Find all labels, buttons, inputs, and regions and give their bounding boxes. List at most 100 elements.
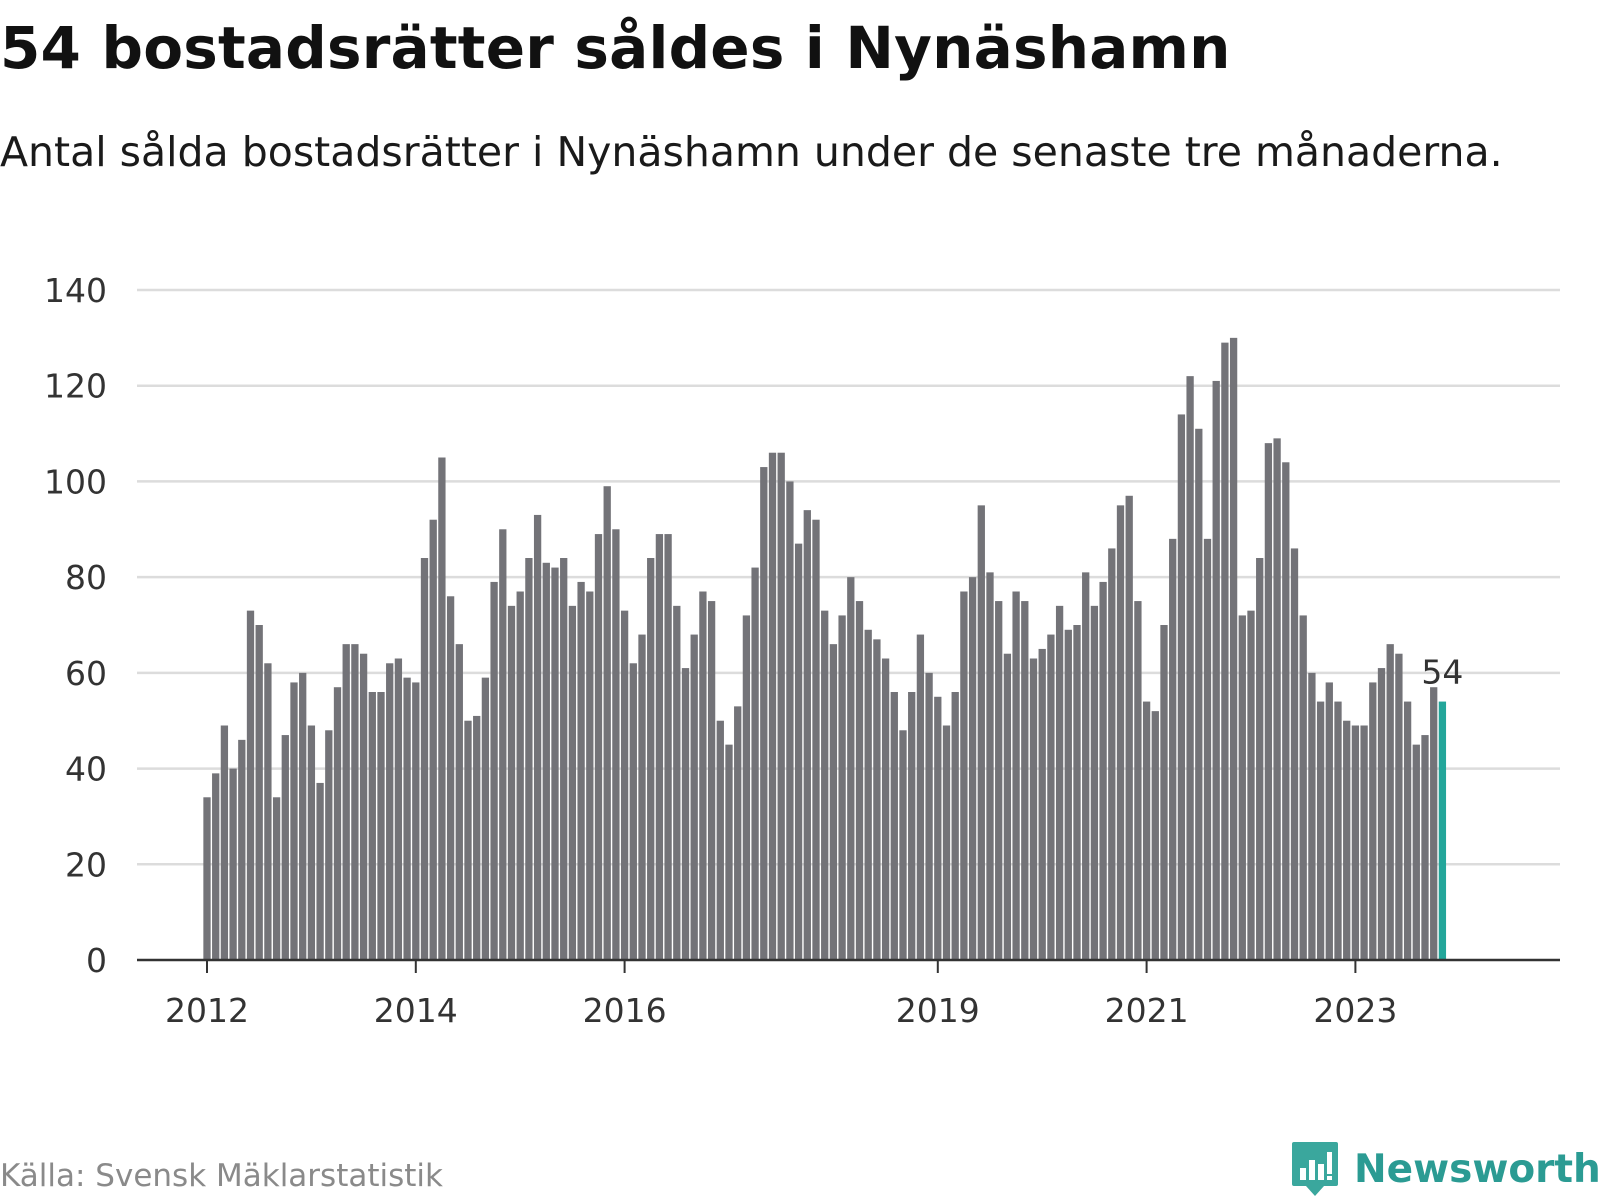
bar [1003,653,1012,960]
y-tick-label: 0 [86,941,107,980]
bar [420,558,429,960]
bar [525,558,533,960]
data-labels: 54 [1421,653,1463,692]
bar [229,768,237,960]
x-tick-label: 2016 [583,991,667,1030]
x-tick-label: 2012 [165,991,249,1030]
bar [1195,428,1203,960]
bar [1238,615,1246,960]
bar [760,467,768,960]
bar [325,730,333,960]
bar [890,692,898,960]
bar [499,529,507,960]
x-tick-label: 2023 [1313,991,1397,1030]
bar [255,625,263,960]
bar [316,782,324,960]
bar [1038,648,1046,960]
bar [620,610,629,960]
bar [1264,443,1273,961]
bar [1377,668,1386,960]
bar [812,519,820,960]
bar [1021,601,1029,960]
bar [960,591,968,960]
bar [707,601,716,960]
bar [1360,725,1368,960]
bar [951,692,959,960]
bar [1134,601,1142,960]
bar [1290,548,1299,960]
bar [1082,572,1090,960]
bar [238,739,246,960]
y-tick-label: 120 [44,367,107,406]
bar [899,730,907,960]
bar [1299,615,1307,960]
bar [377,692,385,960]
bar [908,692,916,960]
bar [1169,538,1177,960]
y-tick-label: 40 [65,750,107,789]
bar [455,644,463,960]
bar [725,744,733,960]
bar [438,457,446,960]
bar [1256,558,1264,960]
bar [1308,672,1316,960]
bar [881,658,890,960]
bar [490,581,498,960]
bar [603,486,611,960]
x-axis-ticks: 2012 2014 2016 2019 2021 2023 [165,960,1397,1030]
bar [734,706,742,960]
bar [1073,625,1081,960]
bar [986,572,994,960]
bar [794,543,803,960]
bar [1421,735,1429,960]
source-note: Källa: Svensk Mäklarstatistik [0,1158,443,1194]
bar [995,601,1003,960]
bar [403,677,411,960]
bar [1395,653,1403,960]
bar [586,591,594,960]
bar [1186,376,1194,961]
bar [1116,505,1125,960]
bar [299,672,307,960]
bar [1212,380,1220,960]
y-tick-label: 20 [65,845,107,884]
bar [1142,701,1151,960]
x-tick-label: 2021 [1105,991,1189,1030]
bar [560,558,568,960]
bar [1316,701,1325,960]
bar [1325,682,1333,960]
bar [220,725,229,960]
bar [481,677,490,960]
bar [307,725,316,960]
bar [673,605,681,960]
bar [855,601,864,960]
bar [359,653,368,960]
bar [1029,658,1038,960]
brand-name: Newsworthy [1354,1146,1600,1192]
brand-logo[interactable]: Newsworthy [1290,1140,1600,1198]
bar [212,773,220,960]
bar [246,610,255,960]
bar [629,663,637,960]
bar [264,663,272,960]
bar [1099,581,1107,960]
bar [681,668,690,960]
bar [394,658,403,960]
bar [507,605,516,960]
bar [829,644,838,960]
bar [542,562,550,960]
bar [516,591,524,960]
bar [1247,610,1255,960]
bar [1177,414,1186,960]
y-tick-label: 100 [44,462,107,501]
bar [821,610,829,960]
bar [1343,720,1351,960]
bar [1151,711,1159,960]
bar [446,596,455,960]
bar [594,534,603,960]
bar [968,577,977,960]
bar [838,615,846,960]
bar [429,519,437,960]
bar [281,735,289,960]
